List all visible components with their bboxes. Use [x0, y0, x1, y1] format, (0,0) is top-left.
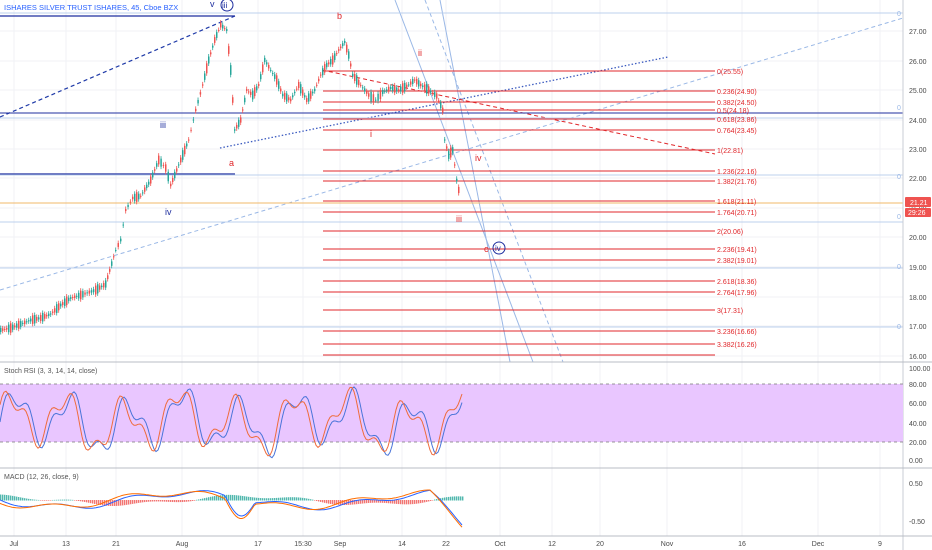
- time-tick-label: Oct: [495, 541, 506, 548]
- price-candles: [0, 20, 460, 336]
- macd-title: MACD (12, 26, close, 9): [4, 474, 79, 481]
- fib-level-label: 1.382(21.76): [717, 179, 757, 186]
- time-tick-label: 9: [878, 541, 882, 548]
- macd-tick-label: -0.50: [909, 519, 925, 526]
- bar-countdown: 29:26: [908, 210, 926, 217]
- wave-label-c: c: [484, 244, 489, 254]
- price-tick-label: 27.00: [909, 29, 927, 36]
- price-tick-label: 18.00: [909, 295, 927, 302]
- price-tick-label: 16.00: [909, 354, 927, 361]
- fib-level-label: 3.382(16.26): [717, 342, 757, 349]
- time-tick-label: 12: [548, 541, 556, 548]
- time-tick-label: Sep: [334, 541, 347, 548]
- wave-label-iii-mid: iii: [160, 120, 166, 130]
- rsi-k-line: [0, 386, 463, 459]
- time-tick-label: 15:30: [294, 541, 312, 548]
- price-tick-label: 22.00: [909, 176, 927, 183]
- time-tick-label: Aug: [176, 541, 189, 548]
- wave-label-iv-circle: iv: [495, 244, 501, 253]
- time-tick-label: 21: [112, 541, 120, 548]
- fib-level-label: 0.236(24.90): [717, 89, 757, 96]
- wave-label-v: v: [210, 0, 215, 9]
- fib-level-label: 0.382(24.50): [717, 100, 757, 107]
- price-tick-label: 17.00: [909, 324, 927, 331]
- wave-label-b: b: [337, 11, 342, 21]
- fib-level-label: 3.236(16.66): [717, 329, 757, 336]
- stoch-rsi-pane[interactable]: Stoch RSI (3, 3, 14, 14, close) 80.00 60.…: [0, 361, 932, 465]
- rsi-tick-label: 80.00: [909, 382, 927, 389]
- fib-level-label: 2.618(18.36): [717, 279, 757, 286]
- wave-label-i: i: [370, 129, 372, 139]
- fib-extension[interactable]: 0(25.55) 0.236(24.90) 0.382(24.50)0.5(24.1…: [323, 69, 757, 356]
- fib-level-label: 1.764(20.71): [717, 210, 757, 217]
- wave-label-iv-left: iv: [165, 207, 172, 217]
- level-marker: 0: [897, 324, 901, 331]
- time-tick-label: 16: [738, 541, 746, 548]
- time-tick-label: 20: [596, 541, 604, 548]
- wave-label-iii-top: iii: [222, 1, 228, 10]
- fib-level-label: 0.764(23.45): [717, 128, 757, 135]
- fib-level-label: 3(17.31): [717, 308, 743, 315]
- level-marker: 0: [897, 174, 901, 181]
- rsi-tick-label: 0.00: [909, 458, 923, 465]
- price-tick-label: 24.00: [909, 118, 927, 125]
- fib-level-label: 0.5(24.18): [717, 108, 749, 115]
- rsi-tick-label: 40.00: [909, 421, 927, 428]
- time-tick-label: Nov: [661, 541, 674, 548]
- price-axis[interactable]: 27.0026.0025.0024.0023.0022.0021.0020.00…: [902, 0, 932, 550]
- fib-level-label: 1(22.81): [717, 148, 743, 155]
- chart-title[interactable]: ISHARES SILVER TRUST ISHARES, 45, Cboe B…: [4, 3, 178, 12]
- current-price-badge: [905, 197, 931, 207]
- level-marker: 0: [897, 214, 901, 221]
- fib-level-label: 1.618(21.11): [717, 199, 756, 206]
- rsi-tick-label: 20.00: [909, 440, 927, 447]
- fib-level-label: 2.764(17.96): [717, 290, 757, 297]
- level-markers: 0 0 0 0 0 0: [897, 11, 901, 331]
- wave-label-a: a: [229, 158, 234, 168]
- time-tick-label: 22: [442, 541, 450, 548]
- time-tick-label: 17: [254, 541, 262, 548]
- macd-pane[interactable]: MACD (12, 26, close, 9) 0.50 -0.50: [0, 467, 932, 528]
- time-tick-label: Dec: [812, 541, 825, 548]
- rsi-tick-label: 100.00: [909, 366, 931, 373]
- level-marker: 0: [897, 105, 901, 112]
- macd-signal-line: [0, 489, 463, 528]
- fib-level-label: 1.236(22.16): [717, 169, 757, 176]
- rsi-band: [0, 384, 903, 442]
- rsi-title: Stoch RSI (3, 3, 14, 14, close): [4, 368, 97, 375]
- time-tick-label: 13: [62, 541, 70, 548]
- price-tick-label: 25.00: [909, 88, 927, 95]
- time-tick-label: Jul: [10, 541, 19, 548]
- wave-label-iv-right: iv: [475, 153, 482, 163]
- fib-level-label: 2.382(19.01): [717, 258, 757, 265]
- time-axis[interactable]: Jul 13 21 Aug 17 15:30 Sep 14 22 Oct 12 20 Nov 16 Dec 9: [0, 535, 932, 548]
- rsi-d-line: [0, 386, 463, 457]
- rsi-tick-label: 60.00: [909, 401, 927, 408]
- wave-label-ii: ii: [418, 48, 422, 58]
- horizontal-levels: [0, 12, 903, 328]
- price-tick-label: 20.00: [909, 235, 927, 242]
- price-tick-label: 26.00: [909, 59, 927, 66]
- wave-label-iii-red: iii: [456, 214, 462, 224]
- current-price: 21.21: [910, 200, 928, 207]
- fib-level-label: 2(20.06): [717, 229, 743, 236]
- price-tick-label: 19.00: [909, 265, 927, 272]
- level-marker: 0: [897, 11, 901, 18]
- time-tick-label: 14: [398, 541, 406, 548]
- fib-level-label: 0(25.55): [717, 69, 743, 76]
- fib-level-label: 2.236(19.41): [717, 247, 757, 254]
- countdown-badge: [905, 208, 931, 217]
- fib-level-label: 0.618(23.86): [717, 117, 757, 124]
- macd-tick-label: 0.50: [909, 481, 923, 488]
- price-tick-label: 23.00: [909, 147, 927, 154]
- wave-labels: v iii iii iv a b ii i iv iii c iv: [160, 0, 506, 255]
- level-marker: 0: [897, 264, 901, 271]
